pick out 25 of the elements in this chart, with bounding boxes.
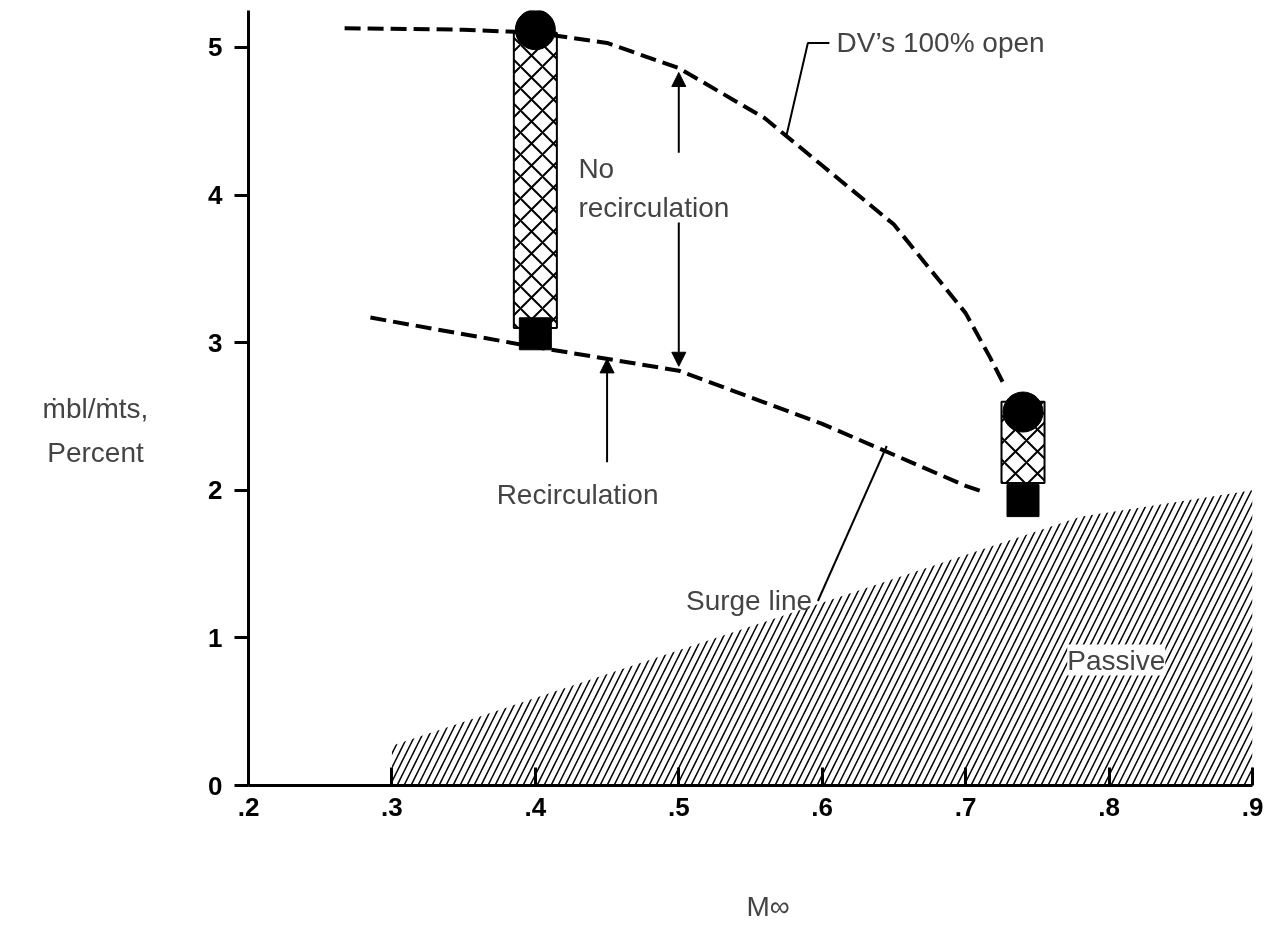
point xyxy=(1006,484,1040,518)
point xyxy=(1002,391,1044,433)
y-tick-label: 2 xyxy=(208,475,223,506)
annotation: Passive xyxy=(1067,644,1166,676)
x-tick-label: .6 xyxy=(811,791,834,822)
x-tick-label: .2 xyxy=(237,791,260,822)
y-tick-label: 4 xyxy=(208,180,224,211)
x-tick-label: .5 xyxy=(667,791,690,822)
annotation: Recirculation xyxy=(496,479,659,511)
x-tick-label: .8 xyxy=(1098,791,1120,822)
annotation: Surge line xyxy=(685,585,813,617)
x-tick-label: .7 xyxy=(954,791,977,822)
annotation: No recirculation xyxy=(578,152,730,223)
x-tick-label: .9 xyxy=(1241,791,1264,822)
y-axis-title: ṁbl/ṁts, Percent xyxy=(42,393,149,468)
point xyxy=(514,10,556,51)
x-axis-title: M∞ xyxy=(746,891,790,922)
annotation: DV’s 100% open xyxy=(836,27,1045,59)
y-tick-label: 0 xyxy=(208,770,223,801)
x-tick-label: .4 xyxy=(524,791,547,822)
y-tick-label: 3 xyxy=(208,327,223,358)
x-tick-label: .3 xyxy=(381,791,403,822)
y-tick-label: 5 xyxy=(208,32,223,63)
y-tick-label: 1 xyxy=(208,622,223,653)
point xyxy=(518,317,552,351)
